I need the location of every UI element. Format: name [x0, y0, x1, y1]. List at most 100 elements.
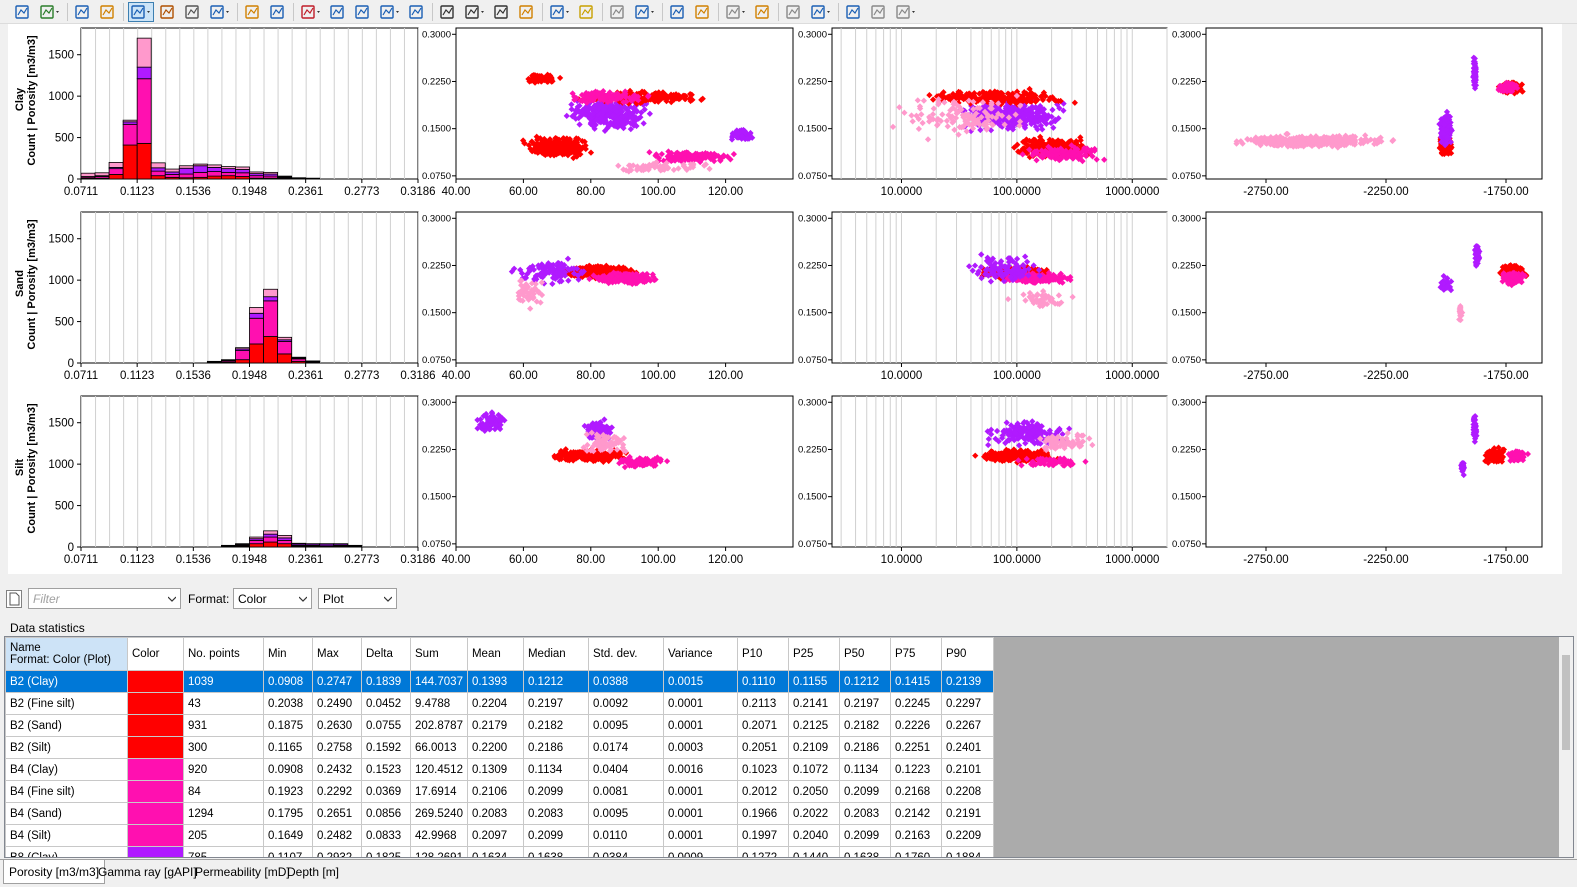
bar-chart-2-button[interactable] [377, 2, 403, 22]
histogram-bar[interactable] [249, 171, 264, 175]
histogram-bar[interactable] [108, 162, 124, 168]
histogram-bar[interactable] [263, 171, 278, 175]
histogram-bar[interactable] [192, 165, 208, 173]
percent-button[interactable] [327, 2, 349, 22]
layers-button[interactable] [72, 2, 94, 22]
histogram-bar[interactable] [277, 336, 293, 341]
x-tick-label: 10.0000 [881, 370, 923, 382]
histogram-bar[interactable] [235, 172, 250, 177]
histogram-bar[interactable] [122, 144, 138, 180]
histogram-bar[interactable] [249, 317, 264, 345]
histogram-bar[interactable] [122, 119, 138, 123]
polygon-button[interactable] [462, 2, 488, 22]
plot-settings-button[interactable] [242, 2, 264, 22]
histogram-bar[interactable] [192, 163, 208, 167]
histogram-bar[interactable] [150, 170, 166, 177]
star-button[interactable] [692, 2, 714, 22]
histogram-bar[interactable] [221, 166, 236, 170]
toolbar-separator [542, 3, 543, 21]
select-pointer-button[interactable] [12, 2, 34, 22]
filter-button[interactable] [632, 2, 658, 22]
histogram-bar[interactable] [221, 171, 236, 177]
histogram-bar[interactable] [263, 336, 278, 364]
histogram-bar[interactable] [150, 167, 166, 172]
histogram-bar[interactable] [277, 353, 293, 364]
histogram-bar[interactable] [291, 356, 307, 359]
histogram-bar[interactable] [221, 175, 236, 180]
histogram-bar[interactable] [178, 167, 194, 175]
histogram-bar[interactable] [235, 166, 250, 170]
histogram-bar[interactable] [235, 359, 250, 364]
histogram-bar[interactable] [263, 296, 278, 302]
histogram-bar[interactable] [164, 174, 180, 178]
row-axis-label: Count | Porosity [m3/m3] [26, 219, 38, 350]
plot-frame[interactable] [455, 211, 794, 364]
histogram-bar[interactable] [136, 66, 152, 80]
histogram-bar[interactable] [206, 175, 222, 180]
grid-toggle-button[interactable] [128, 2, 154, 22]
histogram-bar[interactable] [192, 171, 208, 178]
histogram-bar[interactable] [277, 175, 293, 178]
line-chart-button[interactable] [406, 2, 428, 22]
y-tick-label: 0.1500 [798, 308, 827, 319]
box-select-button[interactable] [491, 2, 513, 22]
histogram-bar[interactable] [136, 37, 152, 68]
histogram-bar[interactable] [235, 169, 250, 174]
histogram-bar[interactable] [150, 162, 166, 169]
histogram-button[interactable] [298, 2, 324, 22]
histogram-bar[interactable] [150, 175, 166, 180]
histogram-bar[interactable] [94, 172, 110, 177]
histogram-bar[interactable] [235, 347, 250, 350]
data-point [575, 107, 582, 115]
histogram-bar[interactable] [249, 307, 264, 314]
new-button[interactable] [752, 2, 774, 22]
sheet-button[interactable] [783, 2, 805, 22]
flask-button[interactable] [843, 2, 865, 22]
paint-button[interactable] [97, 2, 119, 22]
plot-frame[interactable] [1205, 27, 1543, 180]
eraser-button[interactable] [607, 2, 629, 22]
histogram-bar[interactable] [263, 288, 278, 298]
histogram-bar[interactable] [122, 123, 138, 146]
x-tick-label: 80.00 [576, 370, 605, 382]
histogram-bar[interactable] [263, 300, 278, 337]
histogram-bar[interactable] [221, 168, 236, 173]
pencil-button[interactable] [576, 2, 598, 22]
table-button[interactable] [157, 2, 179, 22]
histogram-bar[interactable] [249, 312, 264, 319]
bar-chart-button[interactable] [352, 2, 374, 22]
histogram-bar[interactable] [108, 168, 124, 175]
histogram-bar[interactable] [249, 343, 264, 364]
fit-button[interactable] [547, 2, 573, 22]
warning-button[interactable] [868, 2, 890, 22]
window-button[interactable] [516, 2, 538, 22]
histogram-bar[interactable] [206, 164, 222, 168]
x-tick-label: 0.3186 [400, 186, 435, 198]
matrix-button[interactable] [267, 2, 289, 22]
histogram-bar[interactable] [277, 341, 293, 355]
export-button[interactable] [667, 2, 689, 22]
help-button[interactable] [893, 2, 919, 22]
histogram-bar[interactable] [80, 172, 96, 177]
star-2-button[interactable] [723, 2, 749, 22]
histogram-bar[interactable] [164, 168, 180, 173]
y-tick-label: 500 [55, 317, 74, 329]
plot-frame[interactable] [831, 211, 1168, 364]
histogram-bar[interactable] [136, 78, 152, 144]
histogram-bar[interactable] [235, 350, 250, 361]
paint-icon [100, 5, 114, 19]
scatter-button[interactable] [207, 2, 233, 22]
lasso-button[interactable] [437, 2, 459, 22]
histogram-bar[interactable] [206, 166, 222, 172]
chart-type-button[interactable] [808, 2, 834, 22]
eye-button[interactable] [37, 2, 63, 22]
plot-area: Clay Count | Porosity [m3/m3] 0 500 1000 1500… [8, 24, 1562, 574]
data-point [633, 107, 640, 114]
histogram-bar[interactable] [108, 174, 124, 180]
histogram-bar[interactable] [178, 165, 194, 169]
plot-matrix[interactable]: Clay Count | Porosity [m3/m3]050010001500… [8, 24, 1562, 574]
histogram-bar[interactable] [178, 173, 194, 179]
list-button[interactable] [182, 2, 204, 22]
histogram-bar[interactable] [136, 142, 152, 180]
histogram-bar[interactable] [206, 171, 222, 177]
